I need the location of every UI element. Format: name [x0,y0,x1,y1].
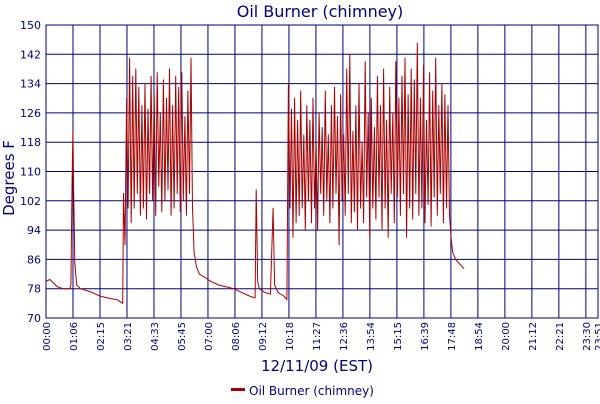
legend-swatch [231,388,245,391]
x-tick-label: 04:33 [150,322,161,351]
x-tick-label: 12:36 [339,322,350,351]
y-tick-label: 102 [20,195,41,208]
plot-frame [45,24,599,319]
y-tick-label: 126 [20,107,41,120]
y-tick-label: 70 [27,312,41,325]
x-tick-labels: 00:00 01:06 02:15 03:21 04:33 05:45 07:00 08:06… [42,322,600,351]
x-axis-label: 12/11/09 (EST) [261,357,373,375]
x-tick-label: 01:06 [69,322,80,351]
x-tick-label: 08:06 [231,322,242,351]
x-tick-label: 16:39 [420,322,431,351]
y-axis-label: Degrees F [0,140,18,216]
x-tick-label: 18:54 [474,322,485,351]
x-tick-label: 20:00 [501,322,512,351]
x-tick-label: 00:00 [42,322,53,351]
x-tick-label: 23:30 [582,322,593,351]
x-tick-label: 15:15 [393,322,404,351]
series-line-0 [45,42,465,304]
x-tick-label: 07:00 [204,322,215,351]
x-tick-label: 05:45 [177,322,188,351]
series-layer [45,42,465,304]
x-tick-label: 22:21 [555,322,566,351]
legend-label: Oil Burner (chimney) [249,384,374,398]
x-tick-label: 17:48 [447,322,458,351]
y-tick-labels: 70 78 86 94 102 110 118 126 134 142 150 [20,19,41,325]
y-tick-label: 110 [20,166,41,179]
x-tick-label: 23:51 [594,322,600,351]
y-tick-label: 94 [27,224,41,237]
y-tick-label: 118 [20,136,41,149]
chart-title: Oil Burner (chimney) [237,2,404,21]
x-tick-label: 02:15 [96,322,107,351]
x-tick-label: 10:18 [285,322,296,351]
y-tick-label: 78 [27,283,41,296]
x-tick-label: 03:21 [123,322,134,351]
x-tick-label: 09:12 [258,322,269,351]
legend: Oil Burner (chimney) [231,384,374,398]
y-tick-label: 86 [27,253,41,266]
x-tick-label: 21:12 [528,322,539,351]
y-tick-label: 142 [20,48,41,61]
x-tick-label: 13:54 [366,322,377,351]
x-tick-label: 11:27 [312,322,323,351]
y-tick-label: 150 [20,19,41,32]
y-tick-label: 134 [20,78,41,91]
